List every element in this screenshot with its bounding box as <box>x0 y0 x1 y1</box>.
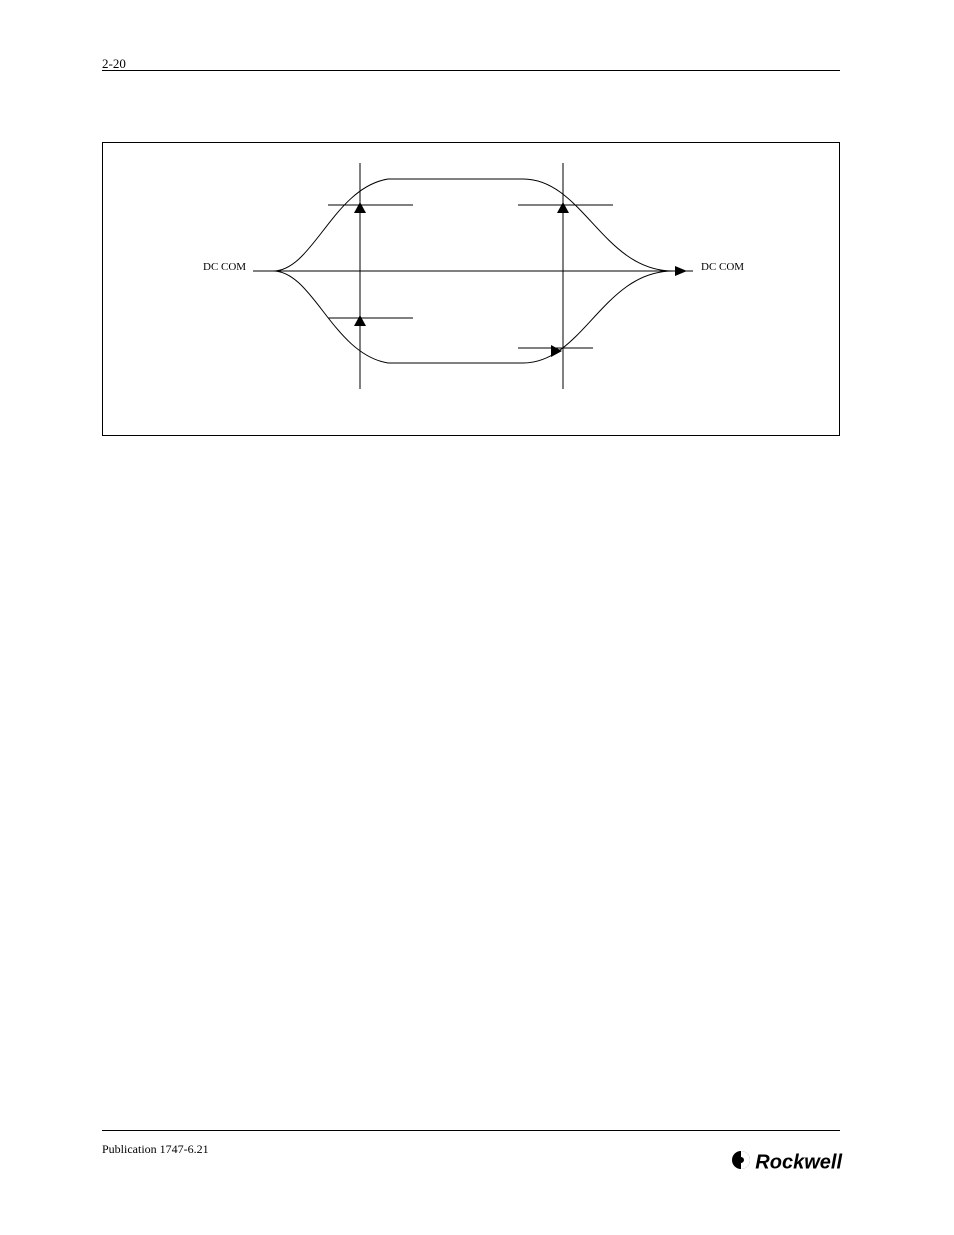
lower-envelope-curve <box>273 271 673 363</box>
page: 2-20 Installation and Wiring SLC 500 Fix… <box>0 0 954 1235</box>
header-rule <box>102 70 840 71</box>
label-dc-com-right: DC COM <box>701 261 744 273</box>
label-dc-com-left: DC COM <box>203 261 246 273</box>
diagram-svg <box>103 143 841 437</box>
diagram-frame: DC COM DC COM <box>102 142 840 436</box>
arrow-icon <box>354 202 366 213</box>
arrow-icon <box>675 266 687 276</box>
arrow-icon <box>557 202 569 213</box>
footer-rule <box>102 1130 840 1131</box>
footer-publication: Publication 1747-6.21 <box>102 1142 209 1157</box>
arrow-icon <box>354 315 366 326</box>
arrow-icon <box>551 345 562 357</box>
upper-envelope-curve <box>273 179 673 271</box>
rockwell-logo-icon <box>731 1150 751 1176</box>
rockwell-logo-text: Rockwell <box>755 1151 842 1173</box>
rockwell-logo: Rockwell <box>731 1150 842 1176</box>
